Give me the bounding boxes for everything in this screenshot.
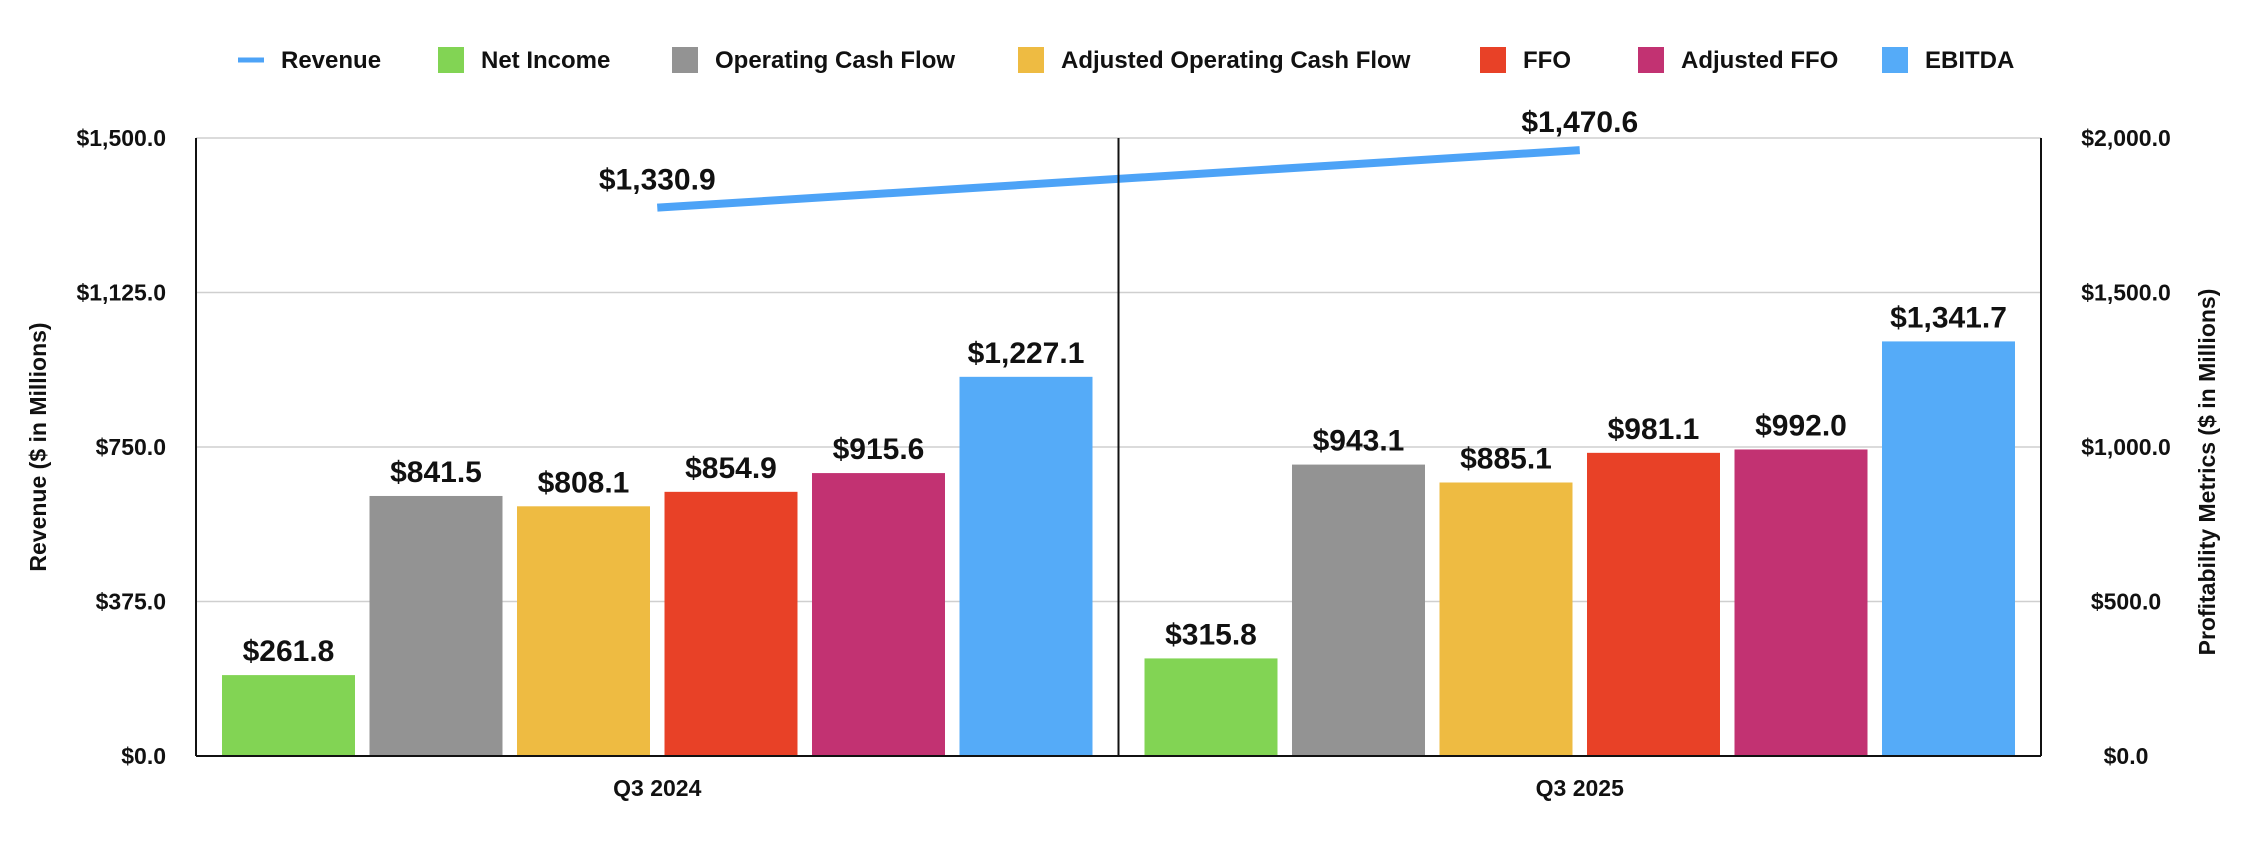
left-tick-label: $0.0 bbox=[121, 743, 166, 769]
bar-adjusted-operating-cash-flow bbox=[1439, 482, 1573, 756]
legend-label: Adjusted Operating Cash Flow bbox=[1061, 47, 1411, 74]
left-tick-label: $375.0 bbox=[96, 589, 166, 615]
bar-value-label: $1,227.1 bbox=[968, 337, 1085, 370]
right-tick-label: $500.0 bbox=[2091, 589, 2161, 615]
bar-ffo bbox=[664, 491, 798, 756]
bar-value-label: $1,341.7 bbox=[1890, 301, 2007, 334]
bar-value-label: $261.8 bbox=[243, 635, 335, 668]
legend-label: Adjusted FFO bbox=[1681, 47, 1838, 74]
bar-net-income bbox=[1144, 658, 1278, 756]
right-tick-label: $1,000.0 bbox=[2081, 434, 2171, 460]
legend-label: Operating Cash Flow bbox=[715, 47, 955, 74]
bar-value-label: $943.1 bbox=[1313, 425, 1405, 458]
bar-value-label: $808.1 bbox=[538, 466, 630, 499]
bar-value-label: $915.6 bbox=[833, 433, 925, 466]
revenue-value-label: $1,330.9 bbox=[599, 164, 716, 197]
bar-ebitda bbox=[959, 376, 1093, 756]
bar-ebitda bbox=[1882, 341, 2015, 756]
bar-value-label: $992.0 bbox=[1755, 409, 1847, 442]
bar-ffo bbox=[1587, 452, 1720, 756]
legend-label: Revenue bbox=[281, 47, 381, 74]
legend-swatch bbox=[1480, 47, 1506, 73]
legend-label: EBITDA bbox=[1925, 47, 2014, 74]
legend-swatch bbox=[1018, 47, 1044, 73]
bar-value-label: $885.1 bbox=[1460, 443, 1552, 476]
left-tick-label: $1,500.0 bbox=[76, 125, 166, 151]
legend-label: FFO bbox=[1523, 47, 1571, 74]
bar-adjusted-ffo bbox=[812, 473, 945, 756]
bar-adjusted-ffo bbox=[1734, 449, 1868, 756]
bar-adjusted-operating-cash-flow bbox=[517, 506, 650, 756]
bar-value-label: $981.1 bbox=[1608, 413, 1700, 446]
category-label: Q3 2025 bbox=[1536, 775, 1624, 801]
bar-value-label: $841.5 bbox=[390, 456, 482, 489]
legend-swatch bbox=[438, 47, 464, 73]
bar-net-income bbox=[222, 675, 355, 756]
right-tick-label: $2,000.0 bbox=[2081, 125, 2171, 151]
left-tick-label: $750.0 bbox=[96, 434, 166, 460]
bar-operating-cash-flow bbox=[369, 495, 503, 756]
left-tick-label: $1,125.0 bbox=[76, 280, 166, 306]
legend-swatch bbox=[672, 47, 698, 73]
right-tick-label: $1,500.0 bbox=[2081, 280, 2171, 306]
legend-swatch bbox=[1638, 47, 1664, 73]
bar-value-label: $854.9 bbox=[685, 452, 777, 485]
legend-label: Net Income bbox=[481, 47, 610, 74]
right-axis-title: Profitability Metrics ($ in Millions) bbox=[2194, 289, 2220, 656]
bar-operating-cash-flow bbox=[1292, 464, 1425, 756]
category-label: Q3 2024 bbox=[613, 775, 701, 801]
revenue-value-label: $1,470.6 bbox=[1521, 106, 1638, 139]
left-axis-title: Revenue ($ in Millions) bbox=[25, 322, 51, 571]
bar-value-label: $315.8 bbox=[1165, 618, 1257, 651]
right-tick-label: $0.0 bbox=[2104, 743, 2149, 769]
legend-swatch bbox=[1882, 47, 1908, 73]
